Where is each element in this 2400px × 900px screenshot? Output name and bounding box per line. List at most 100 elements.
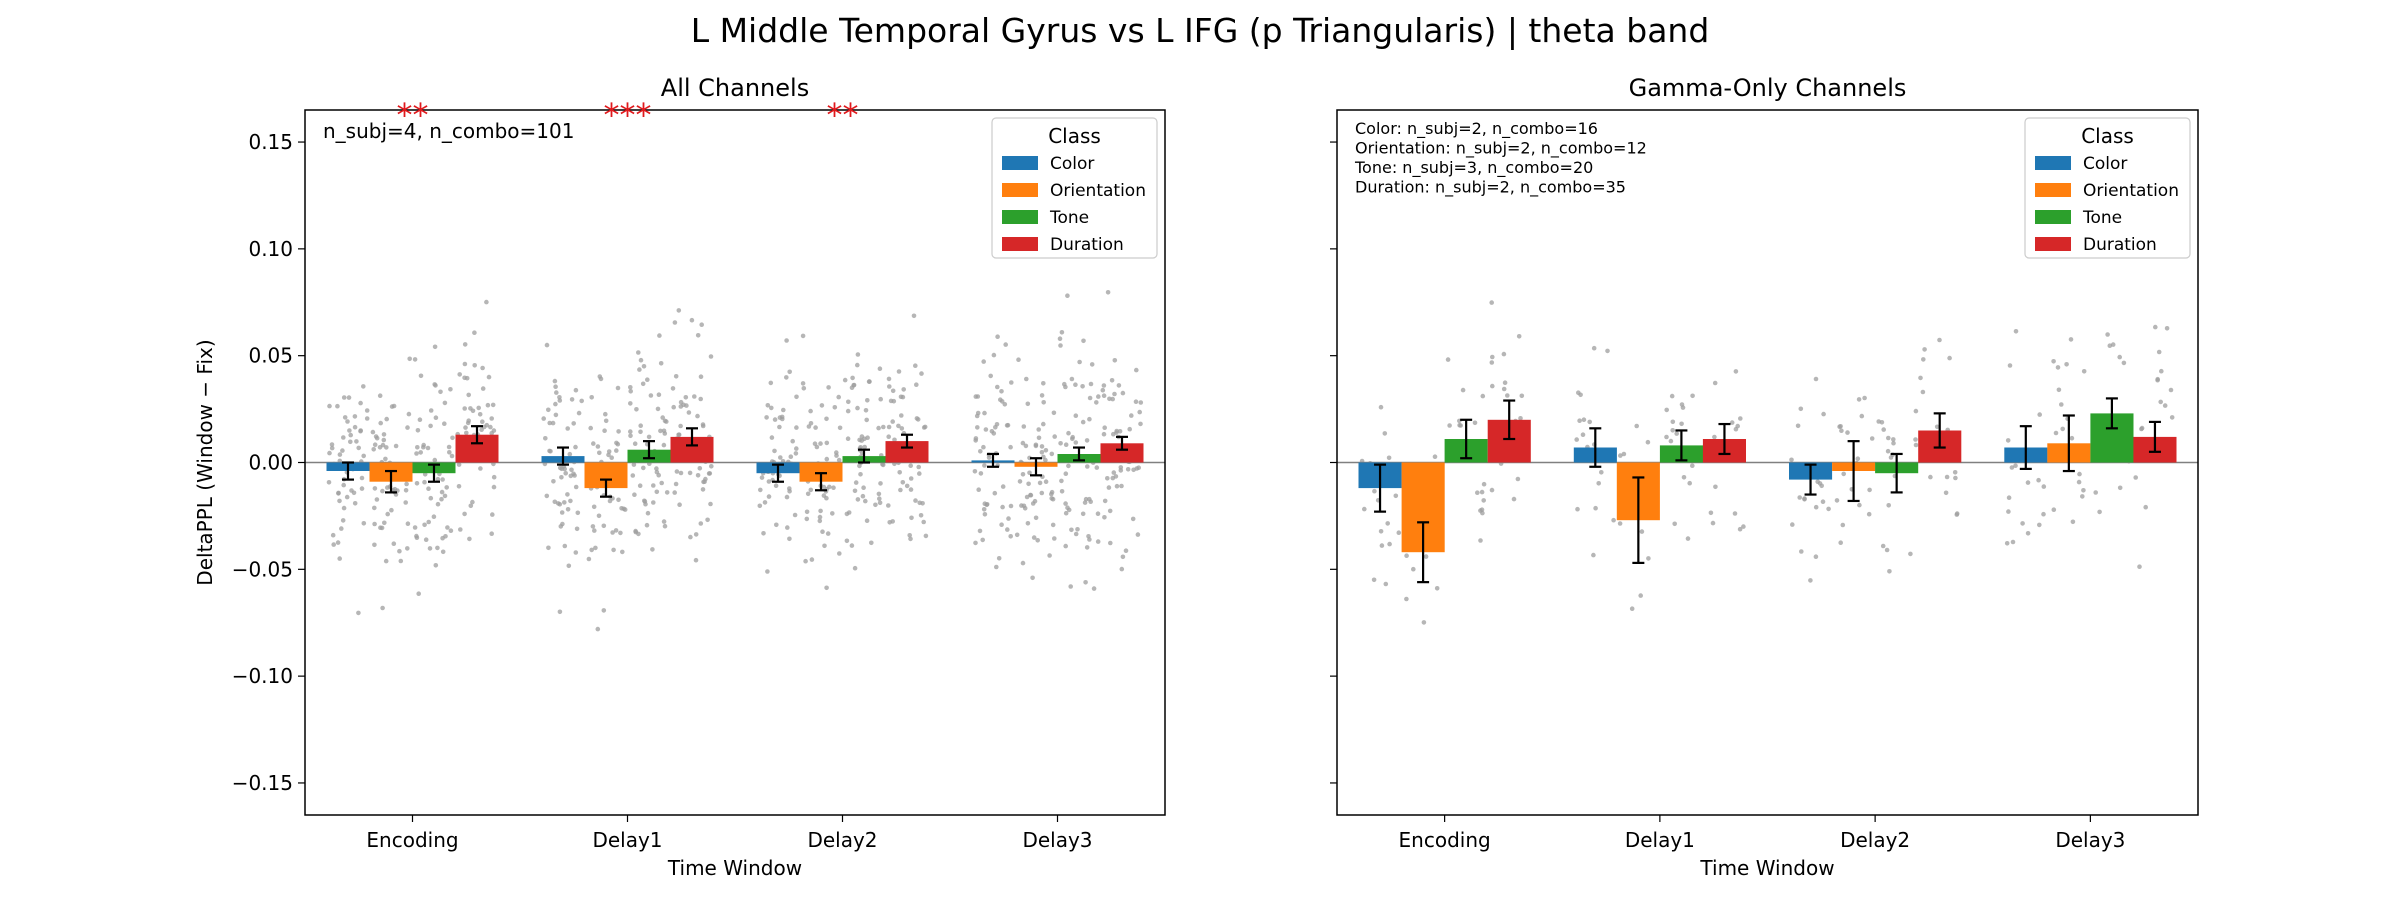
data-point xyxy=(978,449,983,454)
data-point xyxy=(1855,456,1861,462)
data-point xyxy=(614,448,619,453)
data-point xyxy=(1862,395,1867,401)
data-point xyxy=(1016,357,1021,363)
data-point xyxy=(618,530,623,536)
data-point xyxy=(1107,508,1113,514)
data-point xyxy=(1944,474,1950,480)
data-point xyxy=(662,418,668,424)
data-point xyxy=(371,447,377,452)
data-point xyxy=(877,366,883,372)
error-bar-duration-delay1 xyxy=(1718,422,1731,456)
data-point xyxy=(374,435,380,441)
data-point xyxy=(762,500,768,505)
data-point xyxy=(896,369,902,374)
data-point xyxy=(1116,383,1122,388)
data-point xyxy=(1041,400,1046,405)
data-point xyxy=(348,432,354,438)
data-point xyxy=(1033,515,1039,521)
data-point xyxy=(382,520,387,526)
data-point xyxy=(837,551,842,556)
data-point xyxy=(1712,434,1717,440)
data-point xyxy=(2013,463,2018,469)
data-point xyxy=(571,421,576,426)
data-point xyxy=(972,469,978,474)
data-point xyxy=(403,488,409,493)
data-point xyxy=(620,549,625,555)
data-point xyxy=(1866,511,1872,517)
data-point xyxy=(1073,382,1078,388)
data-point xyxy=(615,385,621,391)
data-point xyxy=(1797,495,1802,500)
data-point xyxy=(358,428,363,434)
data-point xyxy=(1134,367,1139,373)
data-point xyxy=(1102,498,1108,504)
data-point xyxy=(476,405,482,411)
data-point xyxy=(1070,434,1075,440)
data-point xyxy=(898,487,903,493)
data-point xyxy=(1511,496,1517,502)
data-point xyxy=(346,395,352,400)
data-point xyxy=(1672,521,1677,527)
data-point xyxy=(855,405,860,411)
y-tick-label: 0.10 xyxy=(248,237,293,261)
data-point xyxy=(1073,440,1079,445)
data-point xyxy=(1629,606,1635,611)
data-point xyxy=(393,443,399,449)
data-point xyxy=(865,435,870,441)
data-point xyxy=(595,444,601,449)
legend-label-orientation: Orientation xyxy=(1050,181,1146,201)
data-point xyxy=(2153,324,2158,330)
data-point xyxy=(488,424,493,430)
data-point xyxy=(1880,543,1886,549)
data-point xyxy=(1136,465,1141,471)
data-point xyxy=(1383,581,1389,587)
data-point xyxy=(381,432,387,437)
data-point xyxy=(2107,343,2113,349)
data-point xyxy=(846,399,851,405)
data-point xyxy=(1066,463,1071,469)
data-point xyxy=(433,415,439,421)
data-point xyxy=(630,473,636,478)
data-point xyxy=(544,493,550,499)
data-point xyxy=(377,393,383,399)
data-point xyxy=(389,507,394,513)
data-point xyxy=(1421,620,1427,625)
data-point xyxy=(899,413,904,418)
data-point xyxy=(1712,380,1718,386)
data-point xyxy=(2076,479,2082,485)
data-point xyxy=(1826,506,1831,512)
data-point xyxy=(576,410,582,416)
error-bar-color-delay3 xyxy=(987,452,999,468)
data-point xyxy=(921,519,926,525)
data-point xyxy=(1051,410,1057,416)
data-point xyxy=(1681,475,1687,480)
data-point xyxy=(1052,434,1057,439)
data-point xyxy=(1943,490,1949,496)
y-tick-label: 0.00 xyxy=(248,451,293,475)
data-point xyxy=(327,450,332,456)
data-point xyxy=(331,542,337,547)
data-point xyxy=(467,536,472,542)
data-point xyxy=(1396,530,1402,535)
data-point xyxy=(1845,430,1850,435)
legend-title: Class xyxy=(1048,124,1101,148)
data-point xyxy=(1096,394,1101,399)
data-point xyxy=(2055,365,2061,370)
data-point xyxy=(1049,496,1054,501)
data-point xyxy=(837,425,843,431)
data-point xyxy=(480,365,485,371)
data-point xyxy=(1869,436,1875,441)
data-point xyxy=(1135,532,1141,537)
data-point xyxy=(1000,484,1006,489)
data-point xyxy=(1036,435,1042,441)
data-point xyxy=(688,534,693,540)
data-point xyxy=(601,523,607,529)
data-point xyxy=(491,474,497,480)
data-point xyxy=(555,501,561,506)
data-point xyxy=(648,393,654,398)
data-point xyxy=(1789,457,1794,463)
data-point xyxy=(852,565,858,571)
data-point xyxy=(1481,481,1487,487)
x-tick-label-encoding: Encoding xyxy=(1399,828,1491,852)
